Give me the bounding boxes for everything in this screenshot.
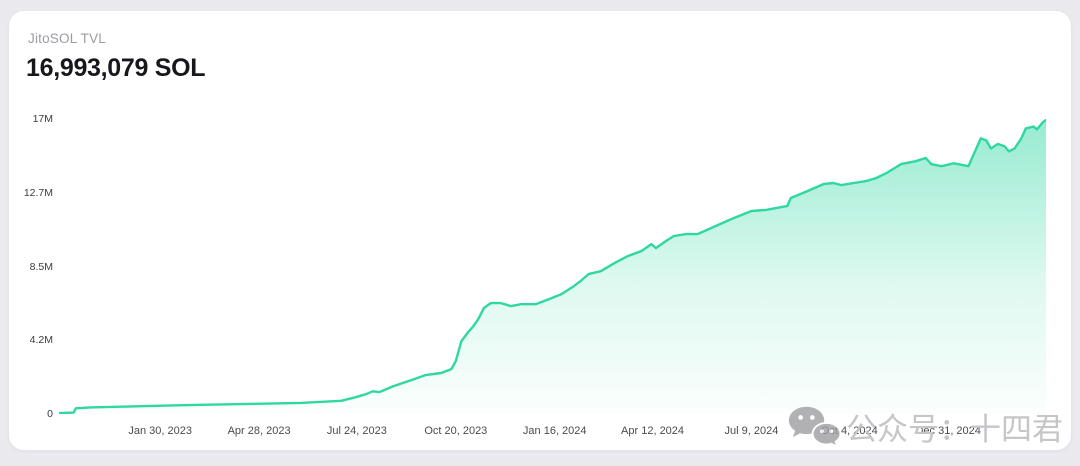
chart-title: JitoSOL TVL [28,31,106,46]
x-tick-label: Apr 28, 2023 [227,425,291,437]
chart-svg[interactable] [59,119,1046,414]
y-tick-label: 12.7M [23,186,53,199]
x-tick-label: Oct 20, 2023 [424,425,488,437]
tvl-current-value: 16,993,079 SOL [26,54,206,82]
y-tick-label: 0 [47,408,53,420]
y-tick-label: 8.5M [29,260,53,273]
x-tick-label: Jan 16, 2024 [522,425,587,437]
tvl-line [59,119,1046,414]
y-tick-label: 4.2M [29,334,53,347]
x-tick-label: Jul 24, 2023 [326,425,387,437]
x-tick-label: Dec 31, 2024 [915,425,981,437]
x-tick-label: Apr 12, 2024 [621,425,685,437]
tvl-chart-card: JitoSOL TVL 16,993,079 SOL 0 4.2M 8.5M 12.7… [8,10,1072,451]
x-axis: Jan 30, 2023 Apr 28, 2023 Jul 24, 2023 Oct … [59,424,1046,442]
y-tick-label: 17M [32,113,53,125]
x-tick-label: Jan 30, 2023 [128,425,192,437]
tvl-area [59,119,1046,414]
x-tick-label: Jul 9, 2024 [724,425,779,437]
y-axis: 0 4.2M 8.5M 12.7M 17M [9,113,53,420]
tvl-area-chart[interactable] [59,119,1046,414]
